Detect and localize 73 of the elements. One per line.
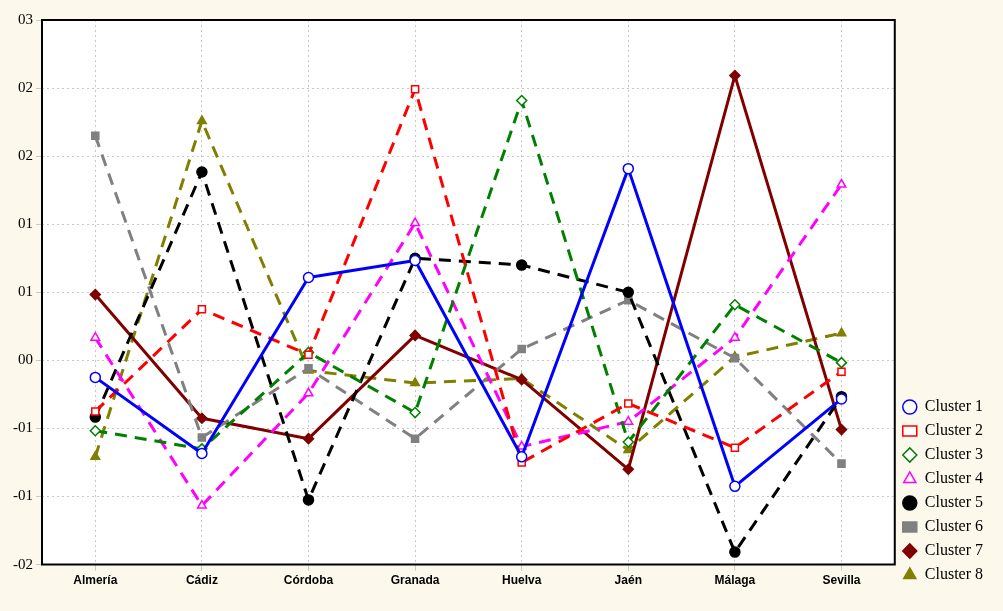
legend-label: Cluster 8 [924,565,983,583]
point [302,432,315,445]
point [622,286,635,299]
point [515,451,528,463]
point [302,494,315,506]
legend-label: Cluster 4 [924,469,983,487]
y-tick-label: 01 [18,283,33,300]
y-tick-label: 02 [18,79,33,96]
point [729,480,741,493]
point [410,84,420,94]
point [409,406,421,419]
point [90,451,101,461]
point [302,271,315,284]
point [729,69,741,82]
legend-label: Cluster 2 [924,421,983,439]
point [91,407,100,416]
y-tick-label: 02 [18,147,33,164]
point [197,433,207,442]
y-tick-label: 03 [18,10,33,27]
point [837,459,846,468]
point [623,415,634,425]
y-tick-label: -02 [13,555,33,572]
point [836,327,847,337]
legend-label: Cluster 7 [924,541,983,559]
point [837,367,846,377]
point [196,499,207,509]
x-tick-label: Málaga [714,573,756,588]
x-tick-label: Almería [73,573,118,588]
point [515,259,528,271]
y-tick-label: -01 [13,487,33,504]
point [729,299,741,311]
x-tick-label: Córdoba [283,573,334,588]
legend-label: Cluster 6 [924,517,983,535]
legend-label: Cluster 3 [924,445,983,463]
point [836,178,847,188]
point [90,331,101,341]
legend-label: Cluster 1 [924,397,983,415]
point [835,356,848,369]
y-tick-label: 01 [18,215,33,232]
point [197,305,207,314]
point [89,288,102,301]
point [89,424,102,437]
x-tick-label: Sevilla [822,573,861,588]
point [89,371,102,384]
x-tick-label: Granada [390,573,440,588]
x-tick-label: Cádiz [185,573,218,588]
point [91,131,100,141]
x-tick-label: Huelva [502,573,542,588]
point [730,443,740,453]
point [729,331,740,341]
point [624,399,633,408]
point [410,377,421,387]
point [196,412,208,424]
x-tick-label: Jaén [614,573,642,588]
y-tick-label: -01 [13,419,33,436]
point [517,344,526,354]
point [409,329,421,342]
point [729,546,741,558]
point [303,387,314,397]
point [515,373,528,386]
point [410,434,420,443]
point [515,94,528,107]
point [196,166,208,178]
point [196,447,208,460]
point [622,436,635,448]
point [304,350,313,359]
point [196,115,207,125]
point [410,217,421,227]
legend-label: Cluster 5 [924,493,983,511]
point [622,463,635,476]
point [622,162,635,175]
y-tick-label: 00 [18,351,33,368]
point [835,423,848,436]
